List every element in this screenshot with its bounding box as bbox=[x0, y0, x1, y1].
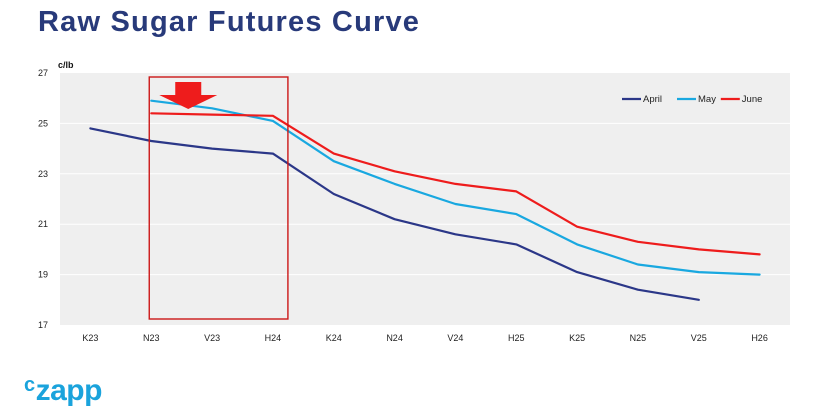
x-tick-h26: H26 bbox=[751, 333, 768, 343]
x-tick-h25: H25 bbox=[508, 333, 525, 343]
x-tick-v24: V24 bbox=[447, 333, 463, 343]
logo-text: zapp bbox=[35, 374, 103, 407]
x-tick-h24: H24 bbox=[265, 333, 282, 343]
series-line-april bbox=[89, 127, 700, 301]
annotations bbox=[148, 76, 289, 320]
series-lines bbox=[89, 99, 761, 301]
czapp-logo: czapp bbox=[24, 374, 102, 408]
y-tick-23: 23 bbox=[38, 169, 48, 179]
x-tick-v25: V25 bbox=[691, 333, 707, 343]
legend-label-may: May bbox=[698, 94, 716, 105]
x-tick-k25: K25 bbox=[569, 333, 585, 343]
x-tick-k23: K23 bbox=[82, 333, 98, 343]
x-tick-n25: N25 bbox=[630, 333, 647, 343]
x-axis-ticks: K23 N23 V23 H24 K24 N24 V24 H25 K25 N25 V25 H26 bbox=[82, 333, 767, 343]
y-tick-21: 21 bbox=[38, 219, 48, 229]
y-tick-19: 19 bbox=[38, 270, 48, 280]
gridlines bbox=[60, 122, 790, 276]
legend-label-april: April bbox=[643, 94, 662, 105]
y-tick-17: 17 bbox=[38, 320, 48, 330]
logo-mark: c bbox=[24, 374, 35, 396]
x-tick-n24: N24 bbox=[386, 333, 403, 343]
x-tick-v23: V23 bbox=[204, 333, 220, 343]
y-tick-27: 27 bbox=[38, 68, 48, 78]
page-title: Raw Sugar Futures Curve bbox=[38, 6, 421, 38]
x-tick-k24: K24 bbox=[326, 333, 342, 343]
x-tick-n23: N23 bbox=[143, 333, 160, 343]
down-arrow-icon bbox=[159, 82, 218, 109]
series-line-june bbox=[150, 112, 761, 256]
highlight-box bbox=[148, 76, 289, 320]
plot-background bbox=[60, 73, 790, 325]
y-tick-25: 25 bbox=[38, 118, 48, 128]
legend: April May June bbox=[622, 94, 762, 105]
legend-label-june: June bbox=[742, 94, 763, 105]
y-axis-ticks: 17 19 21 23 25 27 bbox=[38, 68, 48, 330]
y-axis-unit-label: c/lb bbox=[58, 60, 74, 70]
series-line-may bbox=[150, 99, 761, 276]
